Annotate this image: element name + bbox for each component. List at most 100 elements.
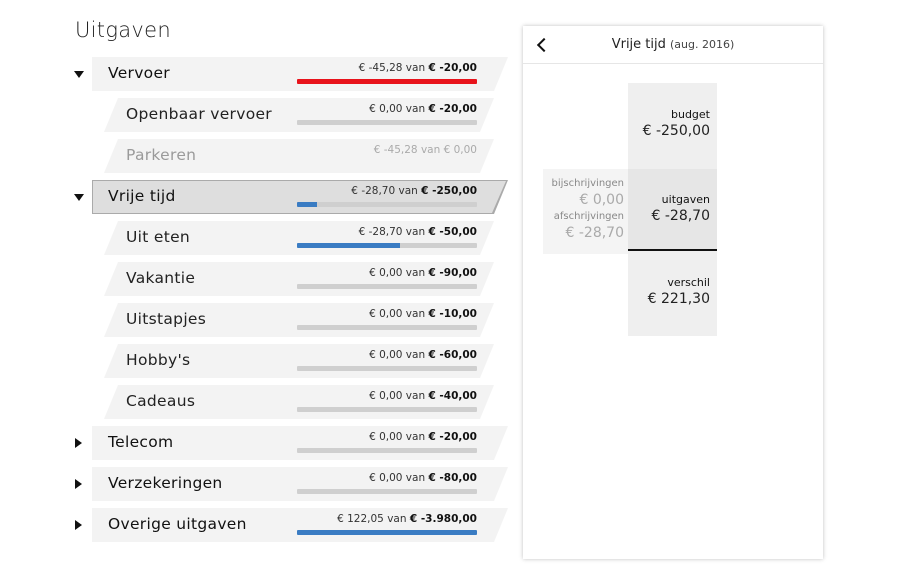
amount-of-word: van [417,144,444,156]
amount-budget: € -250,00 [421,185,477,197]
amount-spent: € 0,00 [369,308,403,320]
budget-progress-bar [297,202,477,207]
category-row[interactable]: Vrije tijd € -28,70 van € -250,00 [0,180,510,214]
amount-of-word: van [402,308,429,320]
amount-budget: € -80,00 [428,472,477,484]
category-amount: € 0,00 van € -20,00 [277,431,477,443]
row-background [104,221,494,255]
amount-spent: € -28,70 [358,226,403,238]
credits-label: bijschrijvingen [551,178,625,189]
amount-of-word: van [402,103,429,115]
subcategory-row[interactable]: Uit eten € -28,70 van € -50,00 [0,221,510,255]
amount-budget: € -60,00 [428,349,477,361]
amount-budget: € -3.980,00 [409,513,477,525]
amount-budget: € -20,00 [428,62,477,74]
category-label: Openbaar vervoer [126,105,272,123]
category-label: Uitstapjes [126,310,207,328]
difference-label: verschil [667,276,710,289]
budget-progress-bar [297,530,477,535]
row-background [92,57,508,91]
amount-budget: € -20,00 [428,103,477,115]
amount-spent: € 0,00 [369,103,403,115]
subcategory-row[interactable]: Openbaar vervoer € 0,00 van € -20,00 [0,98,510,132]
row-background [92,426,508,460]
category-amount: € 0,00 van € -60,00 [277,349,477,361]
amount-budget: € -40,00 [428,390,477,402]
row-background [92,508,508,542]
budget-progress-bar [297,120,477,125]
subcategory-row[interactable]: Uitstapjes € 0,00 van € -10,00 [0,303,510,337]
amount-of-word: van [402,267,429,279]
budget-stack: budget € -250,00 uitgaven € -28,70 versc… [628,83,717,336]
budget-progress-bar [297,79,477,84]
amount-budget: € -20,00 [428,431,477,443]
spent-value: € -28,70 [651,208,711,224]
collapse-triangle-icon[interactable] [74,194,84,201]
budget-progress-bar [297,407,477,412]
expand-triangle-icon[interactable] [75,438,82,448]
category-row[interactable]: Overige uitgaven € 122,05 van € -3.980,00 [0,508,510,542]
subcategory-row[interactable]: Vakantie € 0,00 van € -90,00 [0,262,510,296]
expand-triangle-icon[interactable] [75,520,82,530]
category-label: Telecom [108,433,174,451]
row-background [92,467,508,501]
budget-progress-bar [297,366,477,371]
detail-period: (aug. 2016) [670,38,735,51]
difference-block: verschil € 221,30 [628,251,717,336]
collapse-triangle-icon[interactable] [74,71,84,78]
detail-title: Vrije tijd (aug. 2016) [523,37,823,52]
category-amount: € 0,00 van € -90,00 [277,267,477,279]
category-label: Parkeren [126,146,197,164]
detail-title-text: Vrije tijd [611,37,666,52]
budget-value: € -250,00 [642,123,710,139]
row-background [93,181,506,213]
budget-progress-bar [297,448,477,453]
detail-header: Vrije tijd (aug. 2016) [523,26,823,64]
detail-panel: Vrije tijd (aug. 2016) bijschrijvingen €… [523,26,823,559]
category-amount: € 0,00 van € -10,00 [277,308,477,320]
amount-spent: € -45,28 [373,144,418,156]
amount-spent: € 0,00 [369,390,403,402]
subcategory-row[interactable]: Hobby's € 0,00 van € -60,00 [0,344,510,378]
category-amount: € 0,00 van € -40,00 [277,390,477,402]
row-background [104,98,494,132]
amount-budget: € 0,00 [443,144,477,156]
category-row[interactable]: Vervoer € -45,28 van € -20,00 [0,57,510,91]
category-amount: € -45,28 van € 0,00 [277,144,477,156]
amount-of-word: van [402,472,429,484]
row-background [104,303,494,337]
spent-block: uitgaven € -28,70 [628,169,717,251]
budget-progress-fill [297,530,477,535]
category-amount: € 122,05 van € -3.980,00 [277,513,477,525]
category-amount: € 0,00 van € -80,00 [277,472,477,484]
amount-of-word: van [402,62,429,74]
difference-value: € 221,30 [647,291,710,307]
amount-spent: € 0,00 [369,431,403,443]
expand-triangle-icon[interactable] [75,479,82,489]
page-title: Uitgaven [75,18,171,42]
amount-of-word: van [383,513,410,525]
category-amount: € -45,28 van € -20,00 [277,62,477,74]
amount-spent: € 0,00 [369,349,403,361]
subcategory-row[interactable]: Cadeaus € 0,00 van € -40,00 [0,385,510,419]
category-label: Vrije tijd [108,187,176,205]
debits-label: afschrijvingen [553,211,624,222]
budget-progress-bar [297,489,477,494]
amount-of-word: van [395,185,422,197]
category-row[interactable]: Verzekeringen € 0,00 van € -80,00 [0,467,510,501]
category-label: Verzekeringen [108,474,223,492]
amount-of-word: van [402,431,429,443]
amount-budget: € -10,00 [428,308,477,320]
subcategory-row[interactable]: Parkeren € -45,28 van € 0,00 [0,139,510,173]
category-label: Vakantie [126,269,196,287]
budget-progress-fill [297,243,400,248]
category-amount: € 0,00 van € -20,00 [277,103,477,115]
amount-of-word: van [402,390,429,402]
category-row[interactable]: Telecom € 0,00 van € -20,00 [0,426,510,460]
budget-progress-bar [297,243,477,248]
spent-label: uitgaven [661,193,710,206]
category-label: Cadeaus [126,392,196,410]
transactions-breakdown: bijschrijvingen € 0,00 afschrijvingen € … [543,169,628,254]
row-background [104,344,494,378]
category-amount: € -28,70 van € -50,00 [277,226,477,238]
